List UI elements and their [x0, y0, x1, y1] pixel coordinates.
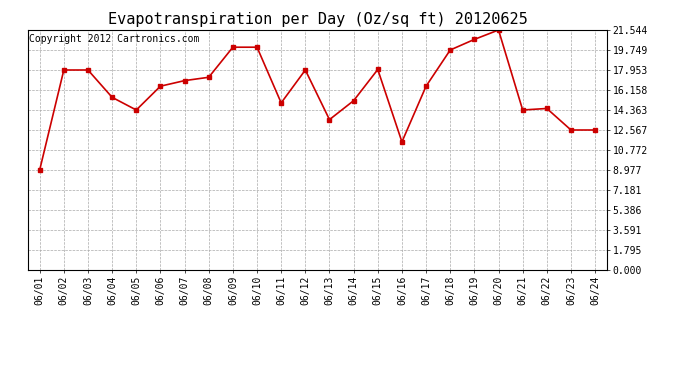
Title: Evapotranspiration per Day (Oz/sq ft) 20120625: Evapotranspiration per Day (Oz/sq ft) 20… [108, 12, 527, 27]
Text: Copyright 2012 Cartronics.com: Copyright 2012 Cartronics.com [29, 34, 199, 44]
